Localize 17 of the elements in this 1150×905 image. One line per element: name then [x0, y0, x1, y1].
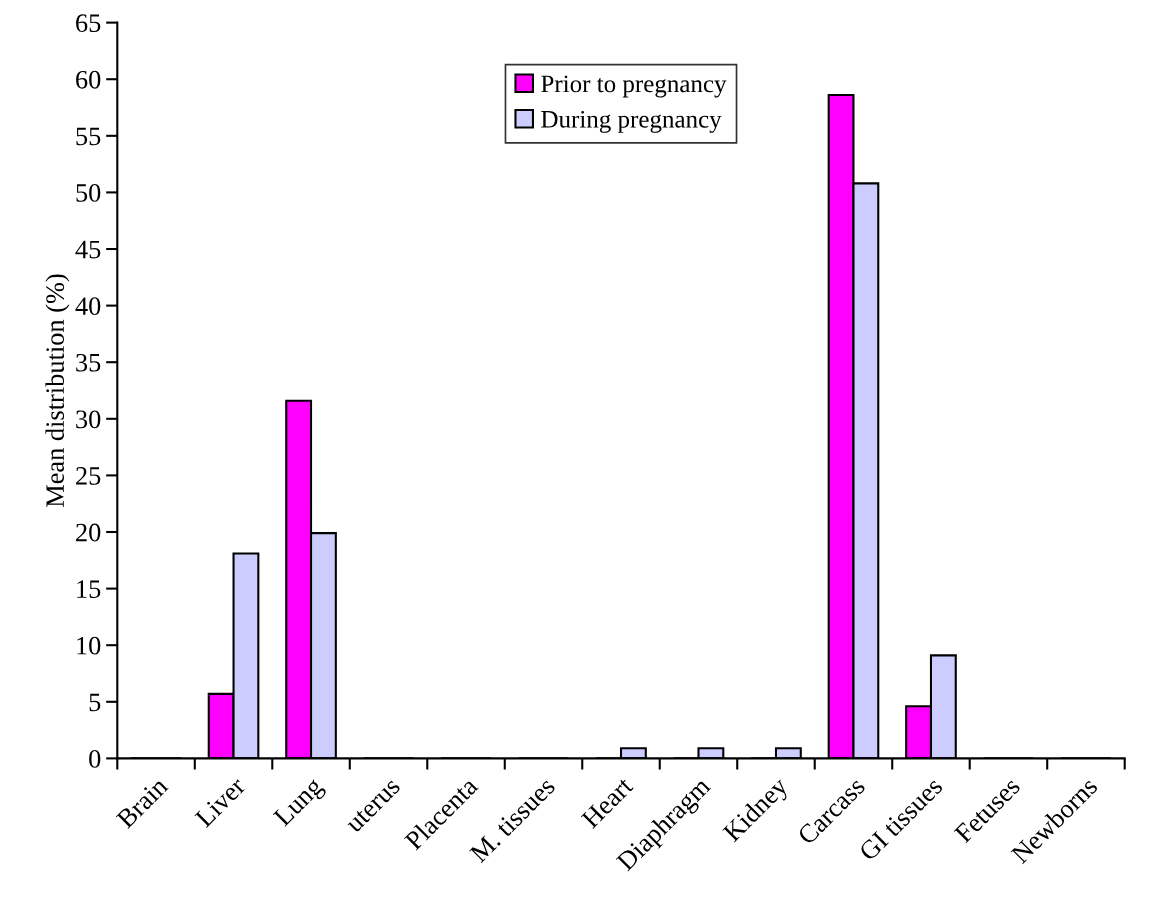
legend-label: Prior to pregnancy — [541, 75, 727, 98]
y-axis-title: Mean distribution (%) — [45, 274, 70, 508]
y-tick-label: 60 — [76, 70, 101, 89]
y-tick-label: 45 — [75, 240, 101, 259]
y-tick-label: 5 — [89, 693, 101, 712]
legend-label: During pregnancy — [541, 110, 722, 133]
y-tick-label: 55 — [76, 127, 101, 146]
y-tick-label: 50 — [76, 184, 101, 202]
y-tick-label: 20 — [76, 523, 101, 542]
y-tick-label: 30 — [76, 410, 101, 429]
y-tick-label: 25 — [76, 467, 101, 485]
y-tick-label: 15 — [77, 580, 101, 599]
y-tick-label: 40 — [75, 297, 101, 316]
y-tick-label: 65 — [76, 14, 101, 33]
y-tick-label: 35 — [76, 353, 101, 372]
y-tick-label: 10 — [77, 636, 101, 655]
y-tick-label: 0 — [89, 750, 101, 768]
